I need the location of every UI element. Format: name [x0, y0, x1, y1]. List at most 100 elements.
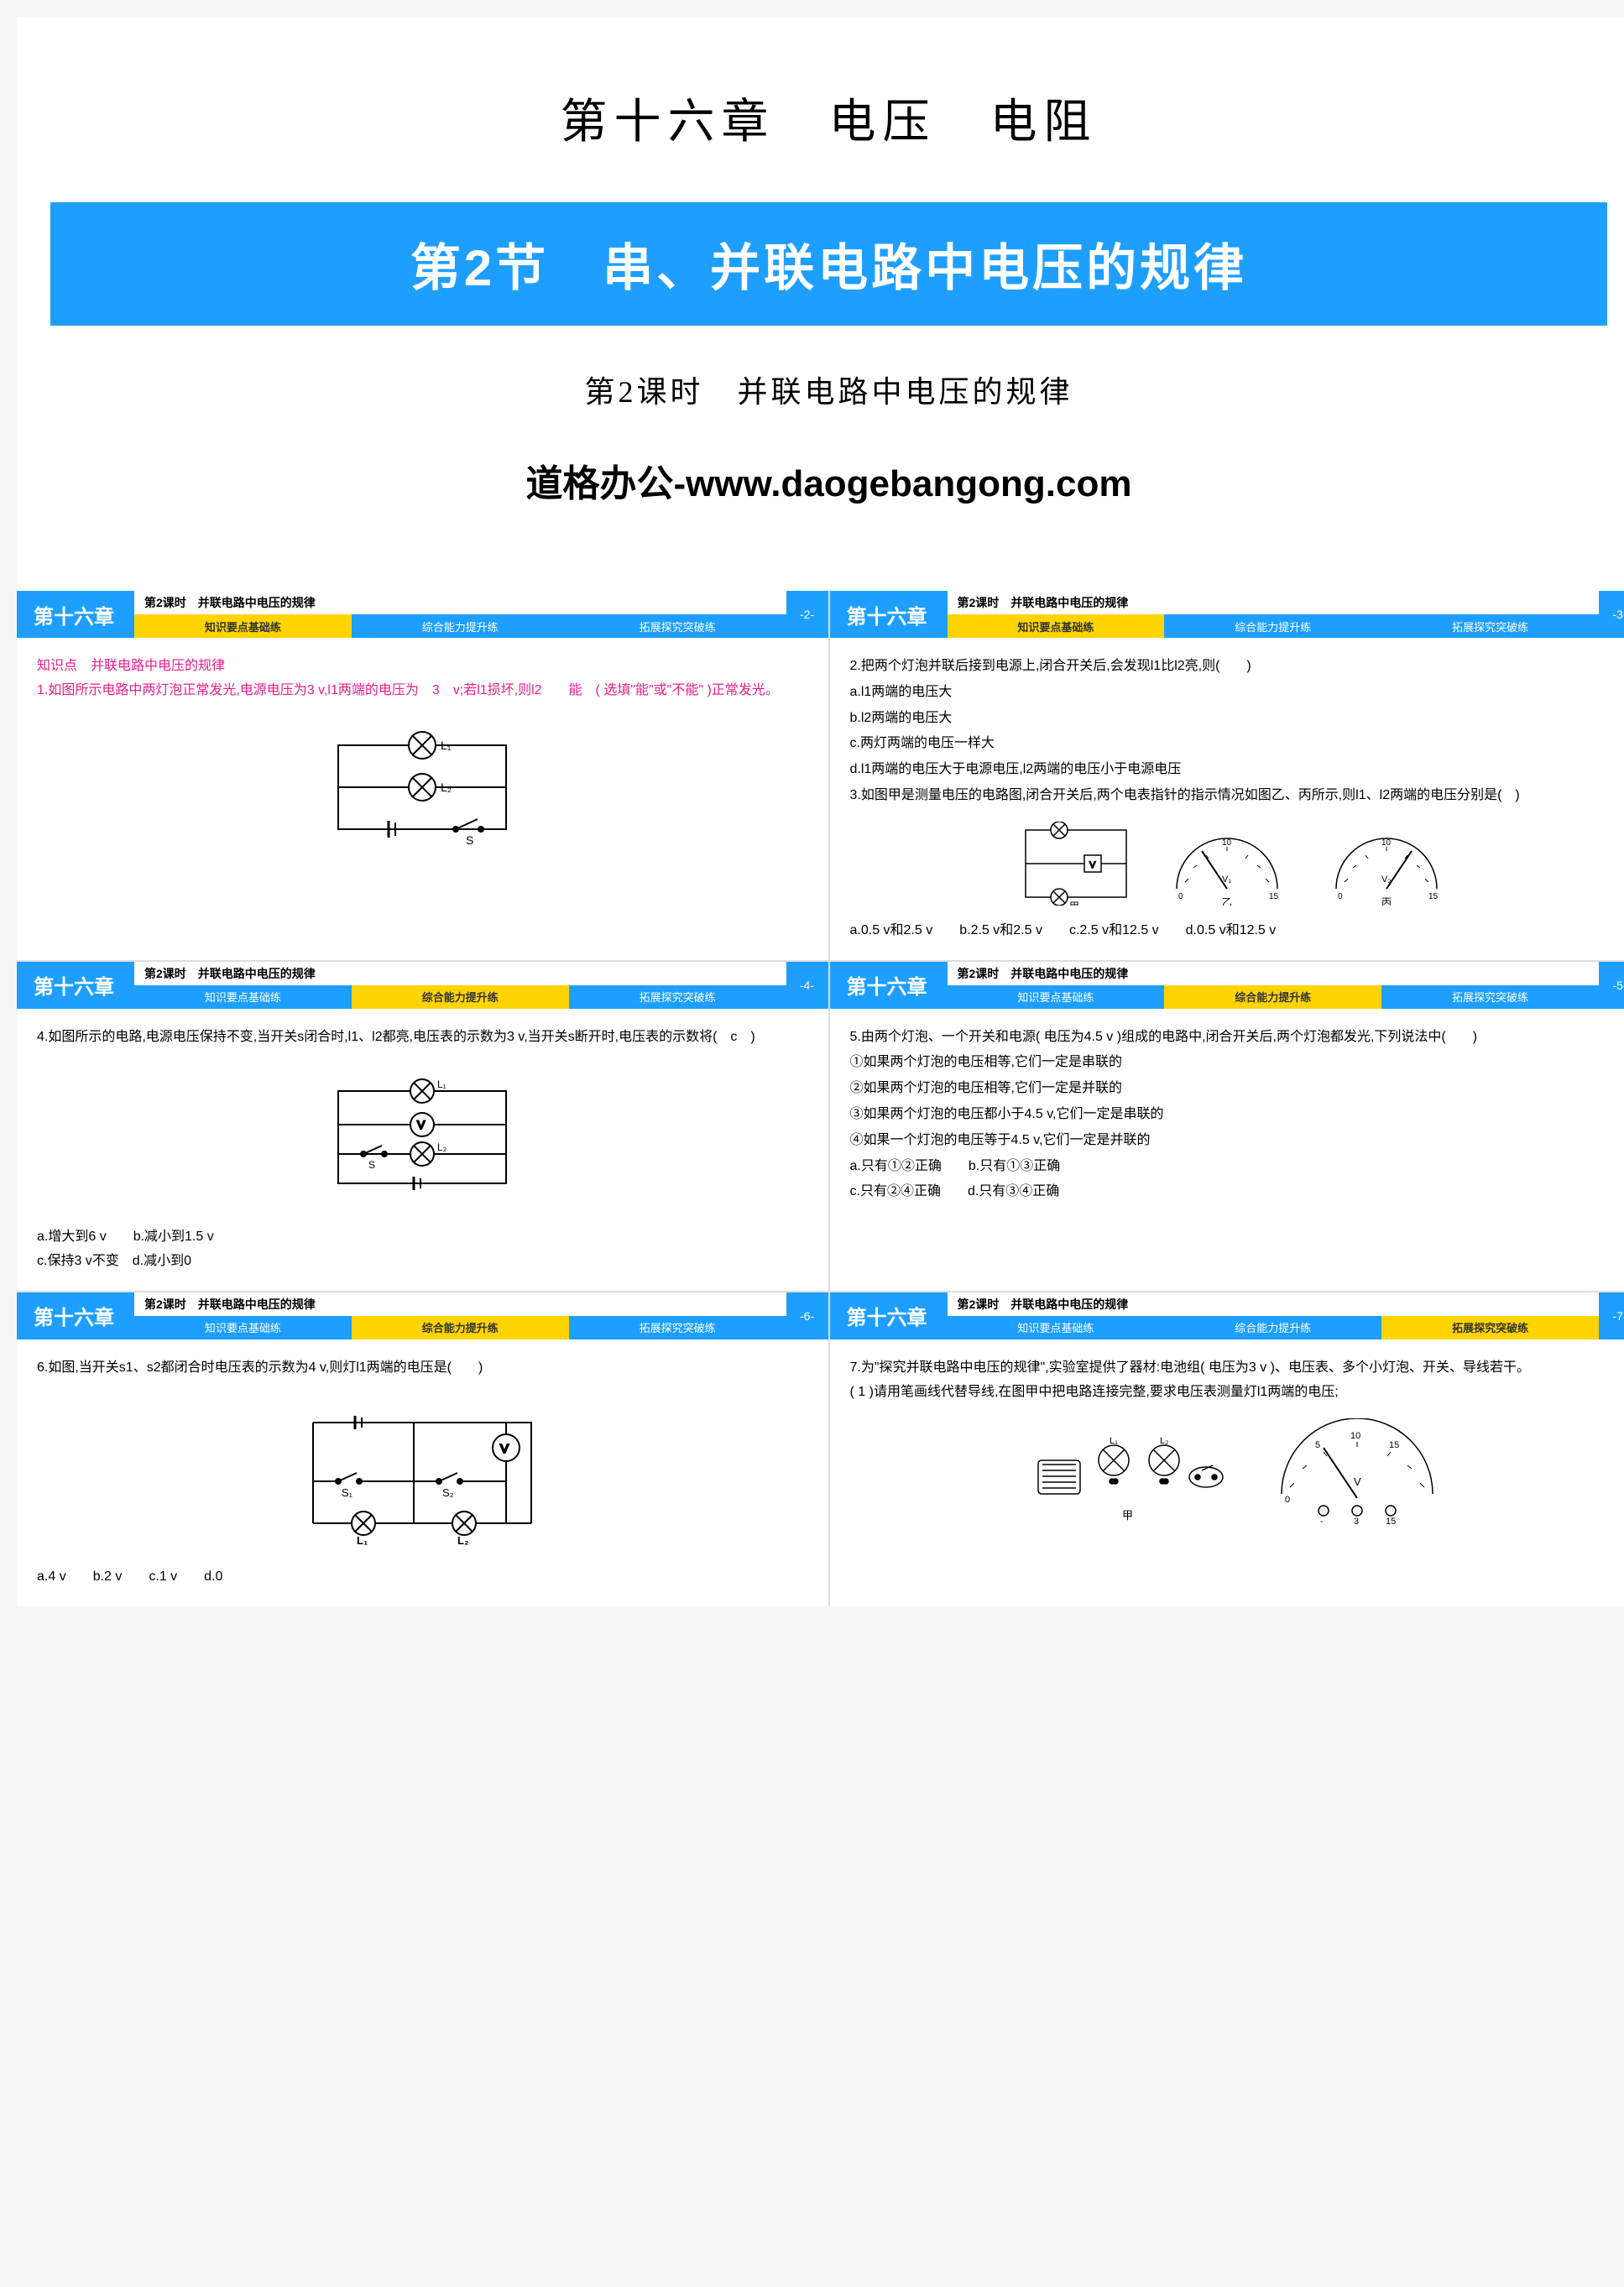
- tab-extension[interactable]: 拓展探究突破练: [569, 614, 786, 638]
- tab-extension[interactable]: 拓展探究突破练: [569, 985, 786, 1009]
- question-2: 2.把两个灯泡并联后接到电源上,闭合开关后,会发现l1比l2亮,则( ): [850, 655, 1621, 679]
- tab-basic[interactable]: 知识要点基础练: [948, 985, 1165, 1009]
- tab-comprehensive[interactable]: 综合能力提升练: [1164, 1316, 1381, 1339]
- slides-grid: 第十六章 第2课时 并联电路中电压的规律 知识要点基础练 综合能力提升练 拓展探…: [17, 591, 1624, 1606]
- option: a.l1两端的电压大: [850, 681, 1621, 705]
- tab-extension[interactable]: 拓展探究突破练: [1381, 1316, 1599, 1339]
- statement: ④如果一个灯泡的电压等于4.5 v,它们一定是并联的: [850, 1129, 1621, 1153]
- slide: 第十六章 第2课时 并联电路中电压的规律 知识要点基础练 综合能力提升练 拓展探…: [830, 1292, 1624, 1606]
- svg-text:L₁: L₁: [1110, 1436, 1118, 1446]
- svg-text:S₂: S₂: [442, 1486, 454, 1499]
- svg-text:-: -: [1320, 1517, 1324, 1527]
- equipment-icon: L₁ L₂ 甲: [1021, 1418, 1240, 1527]
- header: 第十六章 电压 电阻 第2节 串、并联电路中电压的规律 第2课时 并联电路中电压…: [17, 17, 1624, 591]
- gauge-row: V 甲 0 10 15 V: [850, 822, 1621, 906]
- svg-text:S: S: [466, 833, 473, 847]
- tab-basic[interactable]: 知识要点基础练: [134, 1316, 352, 1339]
- svg-text:S: S: [368, 1159, 375, 1171]
- svg-text:甲: 甲: [1069, 901, 1079, 906]
- svg-text:15: 15: [1428, 892, 1439, 901]
- svg-text:15: 15: [1386, 1517, 1396, 1527]
- tab-basic[interactable]: 知识要点基础练: [948, 1316, 1165, 1339]
- question-7-sub1: ( 1 )请用笔画线代替导线,在图甲中把电路连接完整,要求电压表测量灯l1两端的…: [850, 1381, 1621, 1405]
- svg-text:甲: 甲: [1122, 1509, 1133, 1522]
- chapter-title: 第十六章 电压 电阻: [50, 84, 1607, 152]
- page-number: -3-: [1599, 591, 1624, 638]
- slide-header: 第十六章 第2课时 并联电路中电压的规律 知识要点基础练 综合能力提升练 拓展探…: [17, 591, 828, 638]
- svg-text:15: 15: [1389, 1440, 1399, 1450]
- svg-text:0: 0: [1285, 1495, 1290, 1505]
- question-7: 7.为"探究并联电路中电压的规律",实验室提供了器材:电池组( 电压为3 v )…: [850, 1356, 1621, 1381]
- lesson-label: 第2课时 并联电路中电压的规律: [948, 962, 1600, 985]
- statement: ③如果两个灯泡的电压都小于4.5 v,它们一定是串联的: [850, 1103, 1621, 1127]
- slide: 第十六章 第2课时 并联电路中电压的规律 知识要点基础练 综合能力提升练 拓展探…: [830, 962, 1624, 1291]
- tab-basic[interactable]: 知识要点基础练: [134, 614, 352, 638]
- option: b.l2两端的电压大: [850, 707, 1621, 731]
- svg-text:丙: 丙: [1381, 896, 1392, 906]
- tab-extension[interactable]: 拓展探究突破练: [1381, 985, 1599, 1009]
- svg-text:L₂: L₂: [457, 1534, 469, 1547]
- tab-basic[interactable]: 知识要点基础练: [948, 614, 1165, 638]
- lesson-label: 第2课时 并联电路中电压的规律: [948, 591, 1600, 614]
- tab-basic[interactable]: 知识要点基础练: [134, 985, 352, 1009]
- svg-text:L₂: L₂: [437, 1141, 447, 1153]
- question-1: 1.如图所示电路中两灯泡正常发光,电源电压为3 v,l1两端的电压为 3 v;若…: [37, 679, 808, 703]
- tab-comprehensive[interactable]: 综合能力提升练: [352, 1316, 569, 1339]
- chapter-box: 第十六章: [17, 962, 134, 1009]
- svg-text:乙: 乙: [1354, 1526, 1365, 1527]
- tab-comprehensive[interactable]: 综合能力提升练: [1164, 614, 1381, 638]
- option: c.保持3 v不变 d.减小到0: [37, 1250, 808, 1274]
- page-number: -7-: [1599, 1292, 1624, 1339]
- tab-extension[interactable]: 拓展探究突破练: [1381, 614, 1599, 638]
- svg-text:L₁: L₁: [441, 739, 452, 752]
- svg-text:S₁: S₁: [342, 1486, 353, 1499]
- svg-text:V₂: V₂: [1381, 875, 1392, 885]
- tab-comprehensive[interactable]: 综合能力提升练: [352, 985, 569, 1009]
- svg-text:V: V: [417, 1118, 426, 1131]
- svg-text:10: 10: [1222, 838, 1232, 848]
- svg-text:15: 15: [1269, 892, 1279, 901]
- page-number: -6-: [786, 1292, 828, 1339]
- slide: 第十六章 第2课时 并联电路中电压的规律 知识要点基础练 综合能力提升练 拓展探…: [830, 591, 1624, 960]
- voltmeter-gauge-icon: 0 10 15 V₁ 乙: [1160, 822, 1294, 906]
- circuit-diagram: V S₁ S₂ L₁ L₂: [37, 1397, 808, 1548]
- tab-comprehensive[interactable]: 综合能力提升练: [352, 614, 569, 638]
- svg-text:V: V: [1089, 860, 1096, 870]
- option: c.只有②④正确 d.只有③④正确: [850, 1180, 1621, 1204]
- slide: 第十六章 第2课时 并联电路中电压的规律 知识要点基础练 综合能力提升练 拓展探…: [17, 591, 828, 960]
- question-6: 6.如图,当开关s1、s2都闭合时电压表的示数为4 v,则灯l1两端的电压是( …: [37, 1356, 808, 1381]
- watermark: 道格办公-www.daogebangong.com: [50, 453, 1607, 507]
- svg-text:V: V: [1354, 1475, 1361, 1488]
- svg-text:L₂: L₂: [441, 781, 452, 794]
- page-number: -2-: [786, 591, 828, 638]
- svg-text:V₁: V₁: [1222, 875, 1231, 885]
- equipment-row: L₁ L₂ 甲 0 5: [850, 1418, 1621, 1527]
- svg-text:L₂: L₂: [1160, 1436, 1168, 1446]
- knowledge-point-label: 知识点 并联电路中电压的规律: [37, 655, 808, 679]
- circuit-icon: V 甲: [1017, 822, 1135, 906]
- statement: ①如果两个灯泡的电压相等,它们一定是串联的: [850, 1051, 1621, 1075]
- circuit-diagram: L₁ L₂ S: [37, 720, 808, 854]
- slide-header: 第十六章 第2课时 并联电路中电压的规律 知识要点基础练 综合能力提升练 拓展探…: [830, 962, 1624, 1009]
- slide: 第十六章 第2课时 并联电路中电压的规律 知识要点基础练 综合能力提升练 拓展探…: [17, 1292, 828, 1606]
- question-3-options: a.0.5 v和2.5 v b.2.5 v和2.5 v c.2.5 v和12.5…: [850, 919, 1621, 943]
- lesson-title: 第2课时 并联电路中电压的规律: [50, 368, 1607, 411]
- statement: ②如果两个灯泡的电压相等,它们一定是并联的: [850, 1077, 1621, 1101]
- lesson-label: 第2课时 并联电路中电压的规律: [948, 1292, 1600, 1316]
- option: a.增大到6 v b.减小到1.5 v: [37, 1225, 808, 1250]
- tab-comprehensive[interactable]: 综合能力提升练: [1164, 985, 1381, 1009]
- svg-text:5: 5: [1315, 1440, 1320, 1450]
- slide-header: 第十六章 第2课时 并联电路中电压的规律 知识要点基础练 综合能力提升练 拓展探…: [17, 1292, 828, 1339]
- option: a.只有①②正确 b.只有①③正确: [850, 1155, 1621, 1179]
- svg-text:乙: 乙: [1222, 896, 1232, 906]
- lesson-label: 第2课时 并联电路中电压的规律: [134, 591, 786, 614]
- question-5: 5.由两个灯泡、一个开关和电源( 电压为4.5 v )组成的电路中,闭合开关后,…: [850, 1026, 1621, 1050]
- circuit-diagram: V L₁ L₂ S: [37, 1066, 808, 1209]
- svg-text:0: 0: [1178, 892, 1183, 901]
- slide-header: 第十六章 第2课时 并联电路中电压的规律 知识要点基础练 综合能力提升练 拓展探…: [17, 962, 828, 1009]
- option: c.两灯两端的电压一样大: [850, 732, 1621, 756]
- svg-text:L₁: L₁: [357, 1534, 368, 1547]
- page-number: -5-: [1599, 962, 1624, 1009]
- chapter-box: 第十六章: [830, 1292, 948, 1339]
- tab-extension[interactable]: 拓展探究突破练: [569, 1316, 786, 1339]
